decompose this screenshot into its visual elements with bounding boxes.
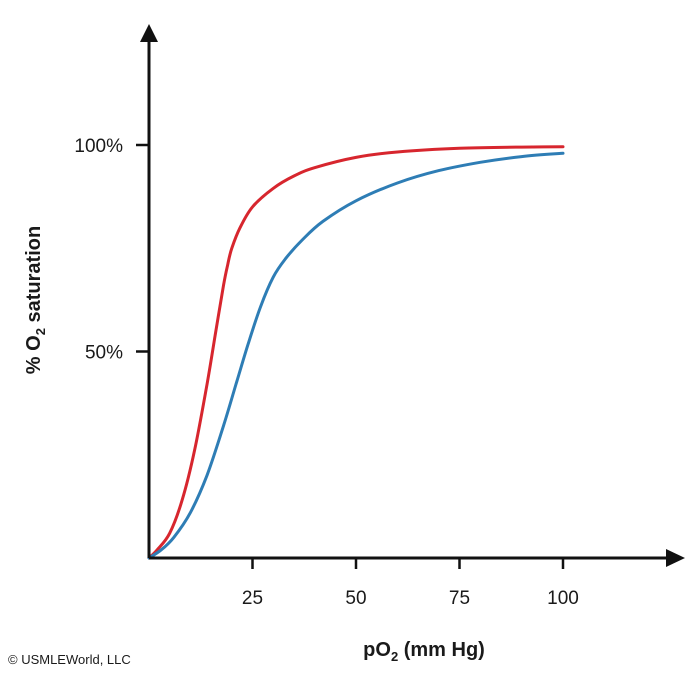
ticks: 25 50 75 100 50% 100% [74, 136, 578, 609]
series-line-1 [147, 145, 565, 560]
x-tick-label: 25 [242, 588, 263, 609]
x-axis-title: pO2 (mm Hg) [363, 639, 485, 664]
copyright-text: © USMLEWorld, LLC [8, 652, 131, 667]
x-tick-label: 50 [345, 588, 366, 609]
x-axis-arrow [666, 549, 685, 567]
y-tick-label: 100% [74, 136, 123, 157]
series-line-2 [147, 151, 565, 560]
curves [147, 145, 565, 560]
y-axis-arrow [140, 24, 158, 42]
x-tick-label: 100 [547, 588, 579, 609]
x-tick-label: 75 [449, 588, 470, 609]
axes [140, 24, 685, 567]
y-axis-title: % O2 saturation [23, 226, 48, 374]
y-tick-label: 50% [85, 343, 123, 364]
